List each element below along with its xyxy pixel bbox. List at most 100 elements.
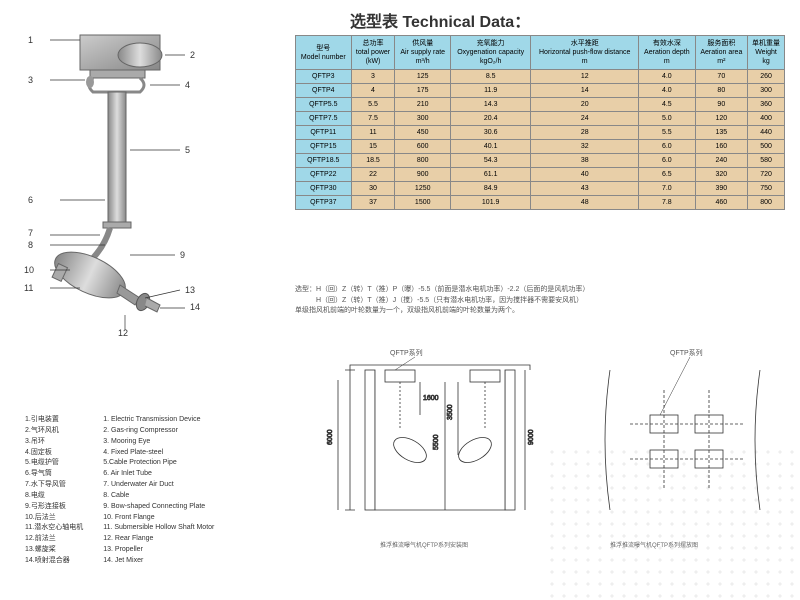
table-header: 服务面积Aeration aream² xyxy=(695,36,748,70)
device-illustration xyxy=(35,20,205,350)
table-cell: 210 xyxy=(395,98,451,112)
callout-2: 2 xyxy=(190,50,195,60)
table-cell: 40 xyxy=(531,168,639,182)
table-cell: QFTP30 xyxy=(296,182,352,196)
table-cell: 400 xyxy=(748,112,785,126)
table-cell: 38 xyxy=(531,154,639,168)
table-cell: 175 xyxy=(395,84,451,98)
table-cell: 22 xyxy=(351,168,395,182)
table-cell: 43 xyxy=(531,182,639,196)
table-header: 有效水深Aeration depthm xyxy=(639,36,695,70)
legend-item: 13.螺旋桨 xyxy=(25,545,83,556)
legend-item: 14. Jet Mixer xyxy=(103,556,214,567)
table-cell: 7.0 xyxy=(639,182,695,196)
legend-item: 10. Front Flange xyxy=(103,513,214,524)
callout-10: 10 xyxy=(24,265,34,275)
table-cell: 1250 xyxy=(395,182,451,196)
table-row: QFTP222290061.1406.5320720 xyxy=(296,168,785,182)
table-header: 供风量Air supply ratem³/h xyxy=(395,36,451,70)
table-cell: QFTP22 xyxy=(296,168,352,182)
svg-text:5500: 5500 xyxy=(433,434,440,450)
note-line: 选型：H（回）Z（转）T（推）P（曝）-5.5（前面是潜水电机功率）-2.2（后… xyxy=(295,285,589,296)
callout-14: 14 xyxy=(190,302,200,312)
table-row: QFTP37371500101.9487.8460800 xyxy=(296,196,785,210)
legend-item: 6.导气筒 xyxy=(25,469,83,480)
table-cell: 30 xyxy=(351,182,395,196)
table-cell: 460 xyxy=(695,196,748,210)
table-cell: 30.6 xyxy=(451,126,531,140)
table-row: QFTP151560040.1326.0160500 xyxy=(296,140,785,154)
legend-item: 8.电缆 xyxy=(25,491,83,502)
legend-item: 12.前法兰 xyxy=(25,534,83,545)
table-header: 总功率total power(kW) xyxy=(351,36,395,70)
table-cell: 260 xyxy=(748,70,785,84)
table-cell: 15 xyxy=(351,140,395,154)
svg-text:QFTP系列: QFTP系列 xyxy=(390,348,423,357)
table-cell: 160 xyxy=(695,140,748,154)
legend-item: 5.Cable Protection Pipe xyxy=(103,458,214,469)
diagram-caption-1: 推浮推流曝气机QFTP系列安装图 xyxy=(380,540,468,549)
legend-item: 10.后法兰 xyxy=(25,513,83,524)
table-cell: 48 xyxy=(531,196,639,210)
technical-data-table: 型号Model number总功率total power(kW)供风量Air s… xyxy=(295,35,785,210)
legend-item: 2.气环风机 xyxy=(25,426,83,437)
note-line: H（回）Z（转）T（推）J（搅）-5.5（只有潜水电机功率，因为搅拌器不需要安风… xyxy=(295,296,589,307)
callout-7: 7 xyxy=(28,228,33,238)
table-row: QFTP331258.5124.070260 xyxy=(296,70,785,84)
table-cell: QFTP5.5 xyxy=(296,98,352,112)
table-cell: 240 xyxy=(695,154,748,168)
callout-9: 9 xyxy=(180,250,185,260)
table-cell: 390 xyxy=(695,182,748,196)
diagram-caption-2: 推浮推流曝气机QFTP系列摆放图 xyxy=(610,540,698,549)
svg-text:6000: 6000 xyxy=(327,429,334,445)
legend-item: 2. Gas-ring Compressor xyxy=(103,426,214,437)
table-cell: 600 xyxy=(395,140,451,154)
callout-1: 1 xyxy=(28,35,33,45)
table-cell: 6.5 xyxy=(639,168,695,182)
table-cell: 360 xyxy=(748,98,785,112)
table-header: 型号Model number xyxy=(296,36,352,70)
table-cell: 8.5 xyxy=(451,70,531,84)
table-cell: 800 xyxy=(748,196,785,210)
table-cell: 135 xyxy=(695,126,748,140)
table-cell: 750 xyxy=(748,182,785,196)
legend-item: 12. Rear Flange xyxy=(103,534,214,545)
table-cell: QFTP11 xyxy=(296,126,352,140)
table-cell: 120 xyxy=(695,112,748,126)
callout-6: 6 xyxy=(28,195,33,205)
table-row: QFTP111145030.6285.5135440 xyxy=(296,126,785,140)
table-cell: 12 xyxy=(531,70,639,84)
table-cell: 3 xyxy=(351,70,395,84)
table-cell: 900 xyxy=(395,168,451,182)
legend-item: 1.引电装置 xyxy=(25,415,83,426)
table-cell: 11 xyxy=(351,126,395,140)
table-cell: 70 xyxy=(695,70,748,84)
table-cell: 32 xyxy=(531,140,639,154)
callout-11: 11 xyxy=(24,283,33,293)
legend-item: 4. Fixed Plate-steel xyxy=(103,448,214,459)
table-cell: 5.5 xyxy=(639,126,695,140)
legend-item: 4.固定板 xyxy=(25,448,83,459)
table-cell: 28 xyxy=(531,126,639,140)
table-cell: 18.5 xyxy=(351,154,395,168)
table-cell: 37 xyxy=(351,196,395,210)
table-cell: 40.1 xyxy=(451,140,531,154)
table-cell: 14 xyxy=(531,84,639,98)
table-cell: 101.9 xyxy=(451,196,531,210)
table-cell: 7.5 xyxy=(351,112,395,126)
table-header: 单机重量Weightkg xyxy=(748,36,785,70)
selection-notes: 选型：H（回）Z（转）T（推）P（曝）-5.5（前面是潜水电机功率）-2.2（后… xyxy=(295,285,589,317)
table-cell: 800 xyxy=(395,154,451,168)
legend-item: 13. Propeller xyxy=(103,545,214,556)
table-row: QFTP7.57.530020.4245.0120400 xyxy=(296,112,785,126)
page-title: 选型表 Technical Data： xyxy=(350,8,530,32)
table-cell: 5.5 xyxy=(351,98,395,112)
svg-text:1600: 1600 xyxy=(423,395,439,402)
table-cell: 720 xyxy=(748,168,785,182)
table-cell: 450 xyxy=(395,126,451,140)
table-cell: 320 xyxy=(695,168,748,182)
legend-item: 5.电缆护管 xyxy=(25,458,83,469)
legend-item: 3.吊环 xyxy=(25,437,83,448)
callout-13: 13 xyxy=(185,285,195,295)
installation-diagrams: 6000 1600 5500 3500 9000 QFTP系列 QFTP系列 xyxy=(290,340,790,540)
